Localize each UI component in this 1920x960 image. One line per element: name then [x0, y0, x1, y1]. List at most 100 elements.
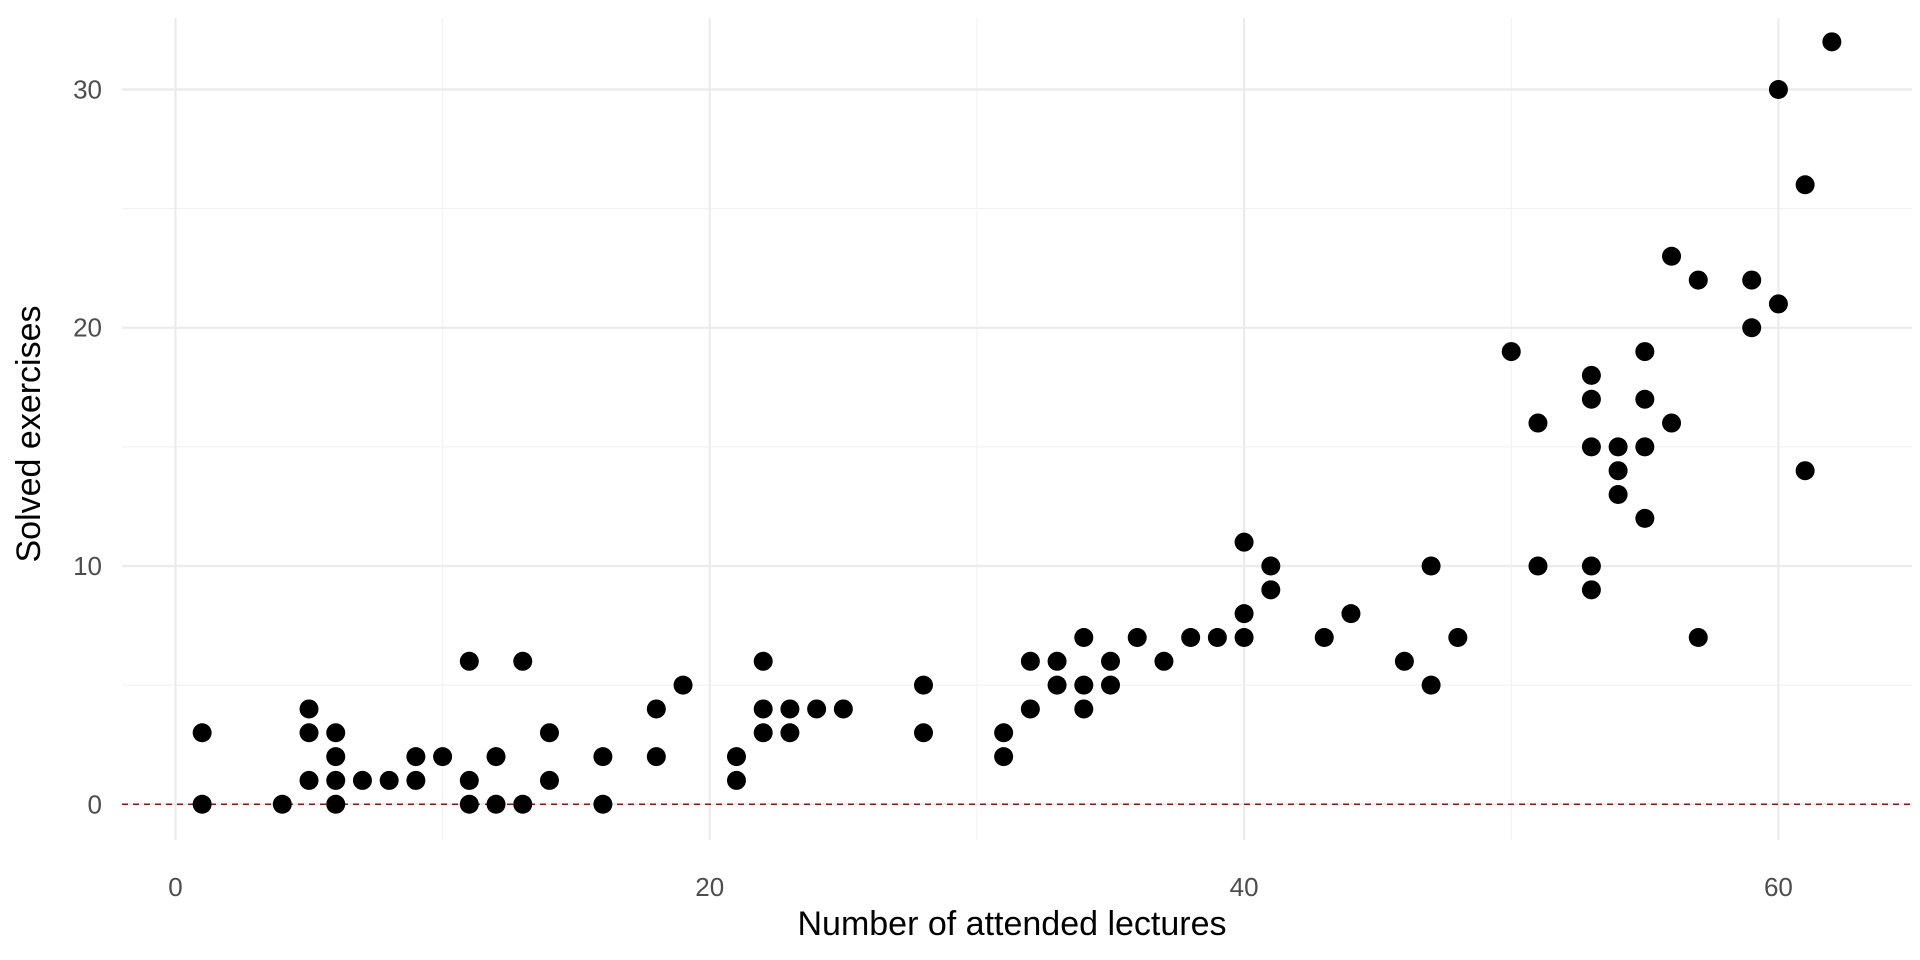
data-point: [1635, 389, 1655, 409]
y-tick-label: 0: [88, 789, 102, 819]
tick-labels-layer: 0 20 40 60 0 10 20 30: [73, 74, 1793, 902]
data-point: [539, 770, 559, 790]
data-point: [1822, 32, 1842, 52]
y-tick-label: 30: [73, 74, 102, 104]
data-point: [1421, 556, 1441, 576]
data-point: [379, 770, 399, 790]
data-point: [833, 699, 853, 719]
data-point: [1154, 651, 1174, 671]
data-point: [299, 699, 319, 719]
data-point: [1501, 342, 1521, 362]
data-point: [1234, 532, 1254, 552]
x-axis-title: Number of attended lectures: [797, 905, 1226, 943]
data-point: [1688, 627, 1708, 647]
data-point: [1074, 675, 1094, 695]
data-point: [192, 794, 212, 814]
data-point: [780, 699, 800, 719]
data-point: [459, 651, 479, 671]
data-point: [1394, 651, 1414, 671]
data-point: [1341, 604, 1361, 624]
data-point: [1635, 437, 1655, 457]
data-point: [646, 699, 666, 719]
data-point: [1047, 675, 1067, 695]
x-tick-label: 20: [695, 872, 724, 902]
data-point: [913, 723, 933, 743]
x-tick-label: 0: [168, 872, 182, 902]
data-point: [913, 675, 933, 695]
data-point: [1421, 675, 1441, 695]
data-point: [753, 723, 773, 743]
x-tick-label: 40: [1230, 872, 1259, 902]
data-point: [1581, 365, 1601, 385]
data-point: [1581, 389, 1601, 409]
data-point: [780, 723, 800, 743]
data-point: [1742, 318, 1762, 338]
data-point: [1608, 485, 1628, 505]
data-point: [1074, 699, 1094, 719]
data-point: [1314, 627, 1334, 647]
data-point: [1635, 508, 1655, 528]
data-point: [1234, 627, 1254, 647]
data-point: [1662, 246, 1682, 266]
y-tick-label: 20: [73, 313, 102, 343]
data-point: [406, 770, 426, 790]
data-point: [539, 723, 559, 743]
data-point: [1528, 556, 1548, 576]
data-point: [192, 723, 212, 743]
y-axis-title: Solved exercises: [10, 305, 48, 562]
data-point: [753, 651, 773, 671]
data-point: [1635, 342, 1655, 362]
data-point: [326, 723, 346, 743]
data-point: [646, 747, 666, 767]
data-point: [513, 651, 533, 671]
data-point: [1608, 461, 1628, 481]
data-point: [1261, 580, 1281, 600]
data-point: [1101, 675, 1121, 695]
data-point: [1768, 79, 1788, 99]
data-point: [1047, 651, 1067, 671]
data-point: [994, 723, 1014, 743]
data-point: [433, 747, 453, 767]
data-point: [486, 794, 506, 814]
data-point: [1207, 627, 1227, 647]
grid-layer: [122, 18, 1912, 840]
data-point: [352, 770, 372, 790]
data-point: [593, 747, 613, 767]
data-point: [326, 794, 346, 814]
x-tick-label: 60: [1764, 872, 1793, 902]
data-point: [1795, 461, 1815, 481]
data-point: [272, 794, 292, 814]
data-point: [406, 747, 426, 767]
data-point: [1581, 580, 1601, 600]
data-point: [1581, 556, 1601, 576]
data-point: [1448, 627, 1468, 647]
data-point: [1688, 270, 1708, 290]
y-tick-label: 10: [73, 551, 102, 581]
data-point: [1768, 294, 1788, 314]
data-point: [753, 699, 773, 719]
data-point: [994, 747, 1014, 767]
data-point: [673, 675, 693, 695]
data-point: [1662, 413, 1682, 433]
data-point: [1101, 651, 1121, 671]
data-point: [1795, 175, 1815, 195]
data-point: [299, 770, 319, 790]
data-point: [486, 747, 506, 767]
data-point: [593, 794, 613, 814]
data-point: [1528, 413, 1548, 433]
data-point: [459, 770, 479, 790]
data-point: [459, 794, 479, 814]
data-point: [326, 770, 346, 790]
data-point: [1074, 627, 1094, 647]
data-point: [1742, 270, 1762, 290]
data-point: [807, 699, 827, 719]
points-layer: [192, 32, 1842, 814]
data-point: [726, 770, 746, 790]
data-point: [1608, 437, 1628, 457]
data-point: [513, 794, 533, 814]
data-point: [1181, 627, 1201, 647]
data-point: [1020, 651, 1040, 671]
data-point: [1020, 699, 1040, 719]
